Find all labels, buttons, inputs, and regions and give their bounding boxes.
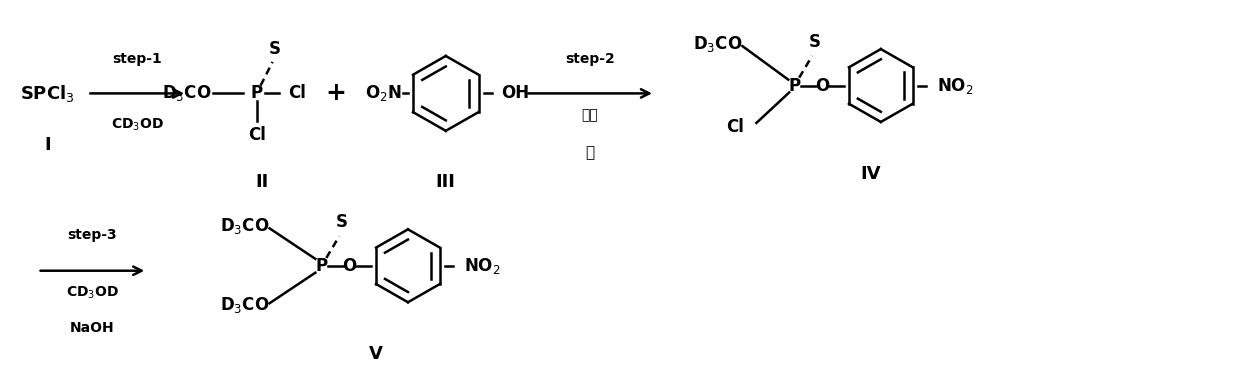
Text: D$_3$CO: D$_3$CO (162, 83, 212, 103)
Text: CD$_3$OD: CD$_3$OD (110, 117, 164, 133)
Text: IV: IV (861, 165, 882, 183)
Text: SPCl$_3$: SPCl$_3$ (20, 83, 74, 104)
Text: P: P (250, 84, 263, 102)
Text: step-3: step-3 (67, 228, 118, 242)
Text: OH: OH (501, 84, 529, 102)
Text: P: P (789, 77, 800, 94)
Text: I: I (45, 136, 51, 154)
Text: Cl: Cl (727, 118, 744, 136)
Text: NO$_2$: NO$_2$ (464, 256, 500, 276)
Text: O: O (815, 77, 830, 94)
Text: S: S (336, 214, 348, 231)
Text: S: S (810, 33, 821, 51)
Text: O: O (342, 257, 356, 275)
Text: II: II (255, 173, 268, 191)
Text: step-1: step-1 (113, 52, 162, 66)
Text: 碱: 碱 (585, 145, 595, 160)
Text: P: P (315, 257, 327, 275)
Text: V: V (370, 346, 383, 363)
Text: NO$_2$: NO$_2$ (936, 76, 973, 96)
Text: III: III (435, 173, 456, 191)
Text: 溶剂: 溶剂 (582, 108, 599, 122)
Text: O$_2$N: O$_2$N (366, 83, 402, 103)
Text: +: + (326, 81, 347, 105)
Text: S: S (269, 40, 280, 58)
Text: D$_3$CO: D$_3$CO (693, 34, 743, 54)
Text: CD$_3$OD: CD$_3$OD (66, 284, 119, 301)
Text: D$_3$CO: D$_3$CO (221, 217, 269, 236)
Text: step-2: step-2 (565, 52, 615, 66)
Text: Cl: Cl (289, 84, 306, 102)
Text: Cl: Cl (248, 126, 265, 144)
Text: D$_3$CO: D$_3$CO (221, 295, 269, 315)
Text: NaOH: NaOH (71, 321, 114, 335)
